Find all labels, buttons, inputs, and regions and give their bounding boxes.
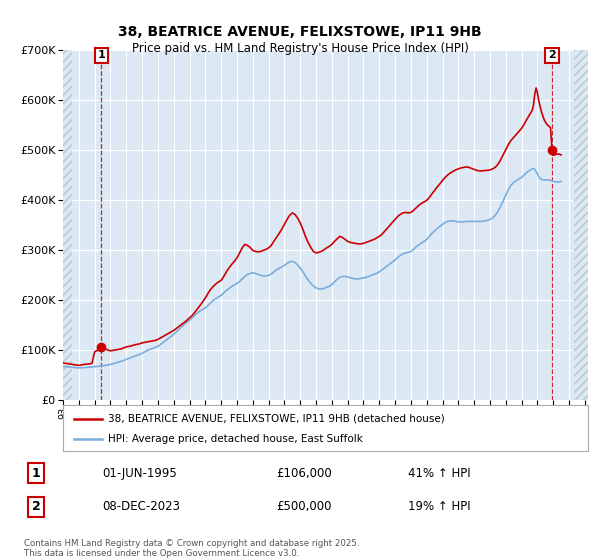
Text: Price paid vs. HM Land Registry's House Price Index (HPI): Price paid vs. HM Land Registry's House … <box>131 42 469 55</box>
Text: 2: 2 <box>32 500 40 514</box>
Text: 2: 2 <box>548 50 556 60</box>
Text: £500,000: £500,000 <box>276 500 331 514</box>
Text: 01-JUN-1995: 01-JUN-1995 <box>102 466 177 480</box>
Text: 19% ↑ HPI: 19% ↑ HPI <box>408 500 470 514</box>
Text: 41% ↑ HPI: 41% ↑ HPI <box>408 466 470 480</box>
Text: Contains HM Land Registry data © Crown copyright and database right 2025.
This d: Contains HM Land Registry data © Crown c… <box>24 539 359 558</box>
Text: 38, BEATRICE AVENUE, FELIXSTOWE, IP11 9HB (detached house): 38, BEATRICE AVENUE, FELIXSTOWE, IP11 9H… <box>107 414 445 424</box>
Text: 38, BEATRICE AVENUE, FELIXSTOWE, IP11 9HB: 38, BEATRICE AVENUE, FELIXSTOWE, IP11 9H… <box>118 25 482 39</box>
Text: 1: 1 <box>97 50 105 60</box>
Text: HPI: Average price, detached house, East Suffolk: HPI: Average price, detached house, East… <box>107 435 362 444</box>
Text: 08-DEC-2023: 08-DEC-2023 <box>102 500 180 514</box>
Text: £106,000: £106,000 <box>276 466 332 480</box>
Text: 1: 1 <box>32 466 40 480</box>
FancyBboxPatch shape <box>63 405 588 451</box>
